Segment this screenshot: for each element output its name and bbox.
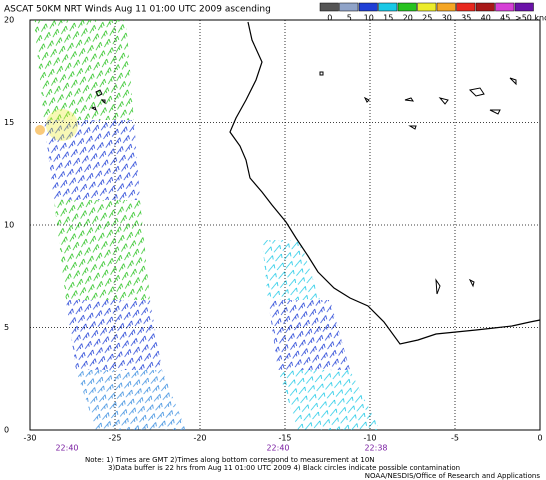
swath-west [34, 20, 186, 430]
coastline [229, 21, 541, 345]
lat-tick-label: 20 [4, 16, 14, 25]
legend-label: 20 [403, 14, 413, 23]
pass-time: 22:40 [266, 444, 289, 453]
legend-label: 15 [383, 14, 393, 23]
islands [90, 71, 517, 295]
pass-time: 22:38 [364, 444, 387, 453]
legend-swatch [397, 2, 417, 12]
legend-swatch [339, 2, 359, 12]
legend-swatch [436, 2, 456, 12]
lat-tick-label: 15 [4, 118, 14, 127]
legend-swatch [319, 2, 339, 12]
lat-tick-label: 5 [4, 323, 9, 332]
legend-swatch [378, 2, 398, 12]
lat-tick-label: 0 [4, 426, 9, 435]
lon-tick-label: 0 [537, 434, 542, 443]
legend-label: 5 [347, 14, 352, 23]
legend-label: 0 [327, 14, 332, 23]
legend-swatch [514, 2, 534, 12]
note-line: NOAA/NESDIS/Office of Research and Appli… [365, 472, 541, 480]
lon-tick-label: -5 [451, 434, 459, 443]
legend-swatch [417, 2, 437, 12]
lon-tick-label: -30 [23, 434, 36, 443]
legend-swatch [456, 2, 476, 12]
legend-label: >50 knots [515, 14, 546, 23]
legend-swatch [358, 2, 378, 12]
lon-tick-label: -15 [278, 434, 291, 443]
lon-tick-label: -20 [193, 434, 206, 443]
lon-tick-label: -25 [108, 434, 121, 443]
legend-swatch [475, 2, 495, 12]
pass-time: 22:40 [55, 444, 78, 453]
swath-east [262, 240, 380, 430]
color-legend: 0 5 10 15 20 25 30 35 40 45 >50 knots [319, 2, 546, 23]
legend-label: 35 [461, 14, 471, 23]
map-title: ASCAT 50KM NRT Winds Aug 11 01:00 UTC 20… [4, 5, 271, 15]
lon-tick-label: -10 [363, 434, 376, 443]
legend-label: 10 [364, 14, 374, 23]
legend-label: 45 [500, 14, 510, 23]
note-line: Note: 1) Times are GMT 2)Times along bot… [85, 456, 375, 464]
legend-label: 40 [481, 14, 491, 23]
legend-label: 30 [442, 14, 452, 23]
legend-swatch [495, 2, 515, 12]
legend-label: 25 [422, 14, 432, 23]
note-line: 3)Data buffer is 22 hrs from Aug 11 01:0… [108, 464, 460, 472]
lat-tick-label: 10 [4, 221, 14, 230]
